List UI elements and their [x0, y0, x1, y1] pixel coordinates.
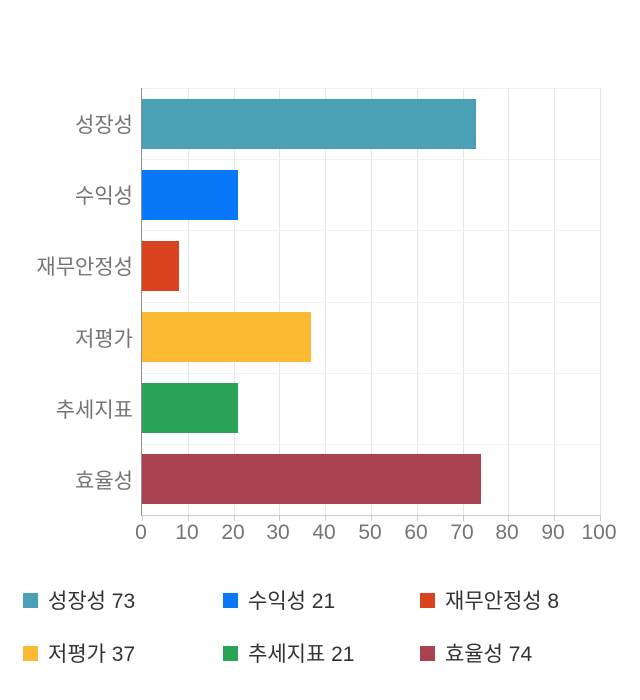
axis-tick [142, 515, 143, 521]
x-tick-label: 30 [266, 521, 290, 544]
gridline-horizontal [142, 230, 600, 231]
gridline-vertical [188, 88, 189, 515]
x-tick-label: 90 [541, 521, 565, 544]
x-tick-label: 60 [404, 521, 428, 544]
legend-item: 성장성 73 [23, 585, 135, 615]
gridline-vertical [417, 88, 418, 515]
legend-item: 수익성 21 [223, 585, 335, 615]
category-label: 수익성 [75, 184, 133, 208]
gridline-vertical [554, 88, 555, 515]
gridline-horizontal [142, 373, 600, 374]
plot-area [141, 88, 601, 521]
axis-tick [417, 515, 418, 521]
x-tick-label: 50 [358, 521, 382, 544]
gridline-horizontal [142, 444, 600, 445]
gridline-vertical [463, 88, 464, 515]
legend-label: 효율성 74 [445, 643, 533, 666]
x-tick-label: 20 [221, 521, 245, 544]
legend-label: 수익성 21 [248, 590, 336, 613]
x-tick-label: 10 [175, 521, 199, 544]
category-label: 성장성 [75, 113, 133, 137]
category-label: 저평가 [75, 327, 133, 351]
x-tick-label: 40 [312, 521, 336, 544]
axis-tick [279, 515, 280, 521]
legend-item: 추세지표 21 [223, 638, 354, 668]
bar[interactable] [142, 383, 238, 433]
legend-swatch [420, 592, 435, 608]
legend-swatch [23, 592, 38, 608]
category-label: 재무안정성 [36, 255, 133, 279]
x-axis-labels: 0 10 20 30 40 50 60 70 80 90 100 [0, 521, 640, 547]
bar[interactable] [142, 241, 179, 291]
gridline-vertical [371, 88, 372, 515]
gridline-vertical [279, 88, 280, 515]
x-tick-label: 80 [495, 521, 519, 544]
bar[interactable] [142, 99, 476, 149]
legend-label: 저평가 37 [48, 643, 136, 666]
gridline-vertical [508, 88, 509, 515]
legend-label: 추세지표 21 [248, 643, 355, 666]
legend-label: 재무안정성 8 [445, 590, 560, 613]
bar[interactable] [142, 454, 481, 504]
legend-swatch [223, 645, 238, 661]
axis-tick [600, 515, 601, 521]
gridline-vertical [600, 88, 601, 515]
axis-tick [234, 515, 235, 521]
legend-swatch [223, 592, 238, 608]
axis-tick [371, 515, 372, 521]
gridline-horizontal [142, 302, 600, 303]
axis-tick [188, 515, 189, 521]
axis-tick [463, 515, 464, 521]
x-tick-label: 0 [135, 521, 147, 544]
axis-tick [325, 515, 326, 521]
gridline-vertical [234, 88, 235, 515]
bar[interactable] [142, 312, 311, 362]
legend-swatch [420, 645, 435, 661]
axis-tick [554, 515, 555, 521]
gridline-horizontal [142, 159, 600, 160]
x-tick-label: 100 [581, 521, 617, 544]
bar[interactable] [142, 170, 238, 220]
legend-item: 효율성 74 [420, 638, 532, 668]
x-tick-label: 70 [450, 521, 474, 544]
axis-tick [508, 515, 509, 521]
legend-swatch [23, 645, 38, 661]
gridline-vertical [325, 88, 326, 515]
legend-item: 재무안정성 8 [420, 585, 559, 615]
category-label: 효율성 [75, 469, 133, 493]
category-label: 추세지표 [55, 398, 133, 422]
legend-item: 저평가 37 [23, 638, 135, 668]
legend-label: 성장성 73 [48, 590, 136, 613]
gridline-horizontal [142, 88, 600, 89]
